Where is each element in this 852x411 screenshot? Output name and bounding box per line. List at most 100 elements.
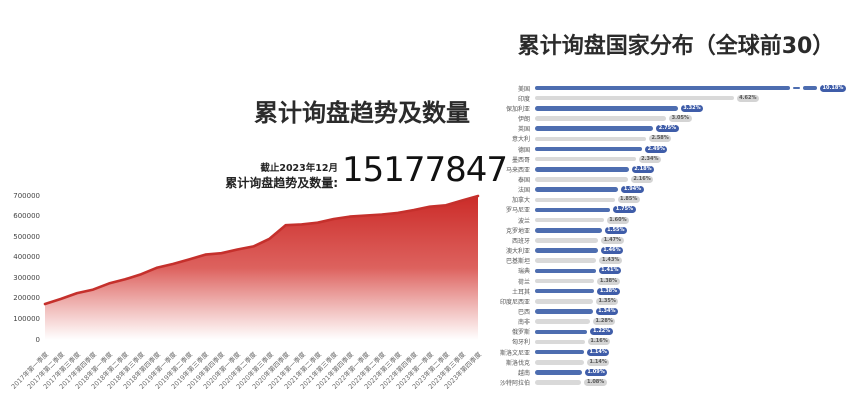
y-axis-tick-label: 300000	[13, 273, 40, 282]
bar-row: 法国 1.94%	[484, 185, 852, 195]
bar-row: 印度 4.62%	[484, 93, 852, 103]
bar-segment	[535, 349, 585, 355]
bar-segment	[535, 299, 594, 304]
bar-segment	[535, 156, 636, 162]
value-badge: 1.22%	[590, 328, 613, 336]
country-label: 斯洛文尼亚	[499, 349, 530, 357]
value-badge: 1.94%	[621, 186, 644, 194]
country-label: 土耳其	[511, 288, 530, 296]
value-badge: 1.60%	[606, 216, 630, 224]
bar-segment	[535, 197, 615, 203]
value-badge: 1.46%	[600, 247, 624, 255]
bar-segment	[803, 85, 817, 91]
y-axis-tick-label: 0	[35, 335, 40, 344]
country-label: 意大利	[511, 136, 530, 144]
bar-segment	[535, 217, 604, 223]
bar-row: 印度尼西亚 1.35%	[484, 296, 852, 306]
bar-row: 意大利 2.58%	[484, 134, 852, 144]
country-label: 瑞典	[517, 268, 530, 276]
axis-break-dash	[793, 87, 800, 90]
bar-segment	[535, 309, 593, 314]
bar-row: 英国 2.75%	[484, 124, 852, 134]
bar-row: 加拿大 1.85%	[484, 195, 852, 205]
bar-row: 匈牙利 1.16%	[484, 337, 852, 347]
bar-segment	[535, 95, 734, 101]
value-badge: 4.62%	[736, 94, 760, 102]
country-label: 巴基斯坦	[505, 258, 530, 266]
value-badge: 2.16%	[630, 175, 654, 183]
bar-segment	[535, 85, 790, 91]
bar-row: 土耳其 1.38%	[484, 286, 852, 296]
value-badge: 2.75%	[656, 125, 679, 133]
country-label: 俄罗斯	[511, 329, 530, 337]
bar-segment	[535, 126, 654, 131]
bar-segment	[535, 288, 595, 294]
value-badge: 1.28%	[593, 318, 616, 326]
value-badge: 2.58%	[648, 135, 672, 143]
bar-row: 瑞典 1.41%	[484, 266, 852, 276]
bar-row: 南非 1.28%	[484, 317, 852, 327]
bar-segment	[535, 360, 585, 365]
trend-chart-title: 累计询盘趋势及数量	[254, 99, 470, 127]
country-label: 匈牙利	[511, 339, 530, 347]
bar-row: 斯洛伐克 1.14%	[484, 357, 852, 367]
country-label: 加拿大	[511, 197, 530, 205]
asof-date-label: 截止2023年12月	[260, 163, 338, 174]
bar-segment	[535, 248, 598, 253]
bar-segment	[535, 339, 585, 345]
value-badge: 1.09%	[584, 368, 608, 376]
value-badge: 1.14%	[587, 358, 610, 366]
bar-segment	[535, 238, 599, 243]
bar-row: 巴基斯坦 1.43%	[484, 256, 852, 266]
bar-segment	[535, 177, 628, 182]
bar-row: 沙特阿拉伯 1.08%	[484, 378, 852, 388]
country-label: 克罗地亚	[505, 227, 530, 235]
value-badge: 1.47%	[601, 236, 624, 244]
value-badge: 3.05%	[669, 115, 692, 123]
bar-row: 澳大利亚 1.46%	[484, 246, 852, 256]
country-label: 伊朗	[517, 116, 530, 124]
y-axis-tick-label: 400000	[13, 253, 40, 262]
value-badge: 1.14%	[587, 348, 610, 356]
country-label: 巴西	[517, 309, 530, 317]
country-label: 马来西亚	[505, 166, 530, 174]
y-axis-tick-label: 600000	[13, 212, 40, 221]
bar-segment	[535, 278, 595, 284]
country-label: 南非	[517, 319, 530, 327]
country-label: 墨西哥	[511, 156, 530, 164]
bar-row: 俄罗斯 1.22%	[484, 327, 852, 337]
bar-row: 克罗地亚 1.55%	[484, 225, 852, 235]
y-axis-tick-label: 200000	[13, 294, 40, 303]
total-count-label: 累计询盘趋势及数量:	[225, 176, 338, 190]
country-label: 沙特阿拉伯	[499, 380, 530, 388]
country-label: 西班牙	[511, 237, 530, 245]
value-badge: 2.18%	[631, 165, 655, 173]
country-label: 泰国	[517, 176, 530, 184]
country-label: 美国	[517, 85, 530, 93]
country-label: 荷兰	[517, 278, 530, 286]
y-axis-tick-label: 700000	[13, 191, 40, 200]
bar-segment	[535, 136, 646, 142]
value-badge: 2.49%	[645, 145, 668, 153]
bar-row: 德国 2.49%	[484, 144, 852, 154]
country-label: 印度尼西亚	[499, 298, 530, 306]
country-label: 斯洛伐克	[505, 359, 530, 367]
trend-area-chart	[43, 194, 480, 340]
country-label: 越南	[517, 369, 530, 377]
value-badge: 2.34%	[638, 155, 661, 163]
country-bar-chart: 美国 10.18% 印度 4.62% 保加利亚 3.32% 伊朗 3.05% 英国 2.75% 意大…	[484, 83, 852, 388]
y-axis-tick-label: 100000	[13, 314, 40, 323]
bar-row: 伊朗 3.05%	[484, 113, 852, 123]
bar-row: 泰国 2.16%	[484, 174, 852, 184]
bar-segment	[535, 329, 588, 335]
bar-segment	[535, 146, 643, 152]
bar-row: 波兰 1.60%	[484, 215, 852, 225]
bar-row: 墨西哥 2.34%	[484, 154, 852, 164]
value-badge: 1.38%	[597, 287, 620, 295]
bar-row: 斯洛文尼亚 1.14%	[484, 347, 852, 357]
country-label: 波兰	[517, 217, 530, 225]
bar-row: 美国 10.18%	[484, 83, 852, 93]
country-label: 保加利亚	[505, 105, 530, 113]
bar-row: 罗马尼亚 1.75%	[484, 205, 852, 215]
